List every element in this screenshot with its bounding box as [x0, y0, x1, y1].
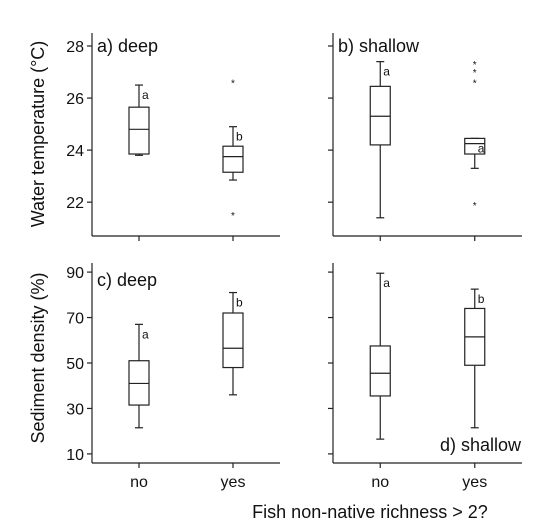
panel-d: d) shallow no yes a b	[328, 263, 522, 491]
outlier-point: *	[231, 78, 235, 89]
y-tick-label: 22	[66, 195, 84, 212]
iqr-box	[222, 312, 244, 369]
x-tick-label: no	[130, 474, 148, 491]
box-no: a	[369, 272, 391, 440]
box-yes: * * b	[222, 78, 244, 222]
iqr-box	[128, 106, 150, 155]
iqr-box	[464, 137, 486, 155]
significance-letter: a	[142, 88, 149, 102]
y-tick-label: 10	[66, 447, 84, 464]
y-tick-label: 26	[66, 91, 84, 108]
y-tick-label: 24	[66, 143, 84, 160]
panel-b: b) shallow a****a	[328, 33, 522, 241]
y-tick-label: 70	[66, 311, 84, 328]
significance-letter: a	[383, 276, 390, 290]
outlier-point: *	[473, 68, 477, 79]
x-tick-label: no	[371, 474, 389, 491]
iqr-box	[369, 85, 391, 146]
y-tick-label: 50	[66, 356, 84, 373]
x-axis-label: Fish non-native richness > 2?	[252, 502, 488, 522]
x-tick-label: yes	[221, 474, 246, 491]
box-yes: b	[464, 288, 486, 429]
box-yes: b	[222, 291, 244, 396]
y-axis-label-top: Water temperature (°C)	[28, 41, 48, 228]
panel-c-title: c) deep	[97, 270, 157, 290]
significance-letter: b	[236, 296, 243, 310]
iqr-box	[369, 345, 391, 397]
y-tick-label: 28	[66, 39, 84, 56]
significance-letter: a	[142, 327, 149, 341]
outlier-point: *	[473, 78, 477, 89]
outlier-point: *	[473, 201, 477, 212]
y-tick-label: 90	[66, 265, 84, 282]
panel-b-title: b) shallow	[338, 36, 420, 56]
significance-letter: a	[383, 65, 390, 79]
box-no: a	[128, 84, 150, 156]
box-yes: ****a	[464, 60, 486, 212]
y-tick-label: 30	[66, 401, 84, 418]
y-axis-label-bottom: Sediment density (%)	[28, 272, 48, 443]
panel-d-title: d) shallow	[440, 435, 522, 455]
significance-letter: a	[478, 141, 485, 155]
x-tick-label: yes	[462, 474, 487, 491]
significance-letter: b	[478, 292, 485, 306]
panel-a: a) deep 22 24 26 28 a * * b	[66, 33, 280, 241]
box-no: a	[128, 323, 150, 429]
outlier-point: *	[473, 60, 477, 71]
iqr-box	[222, 145, 244, 173]
significance-letter: b	[236, 130, 243, 144]
box-no: a	[369, 61, 391, 219]
panel-c: c) deep 10 30 50 70 90 no yes a b	[66, 263, 280, 491]
outlier-point: *	[231, 211, 235, 222]
panel-a-title: a) deep	[97, 36, 158, 56]
